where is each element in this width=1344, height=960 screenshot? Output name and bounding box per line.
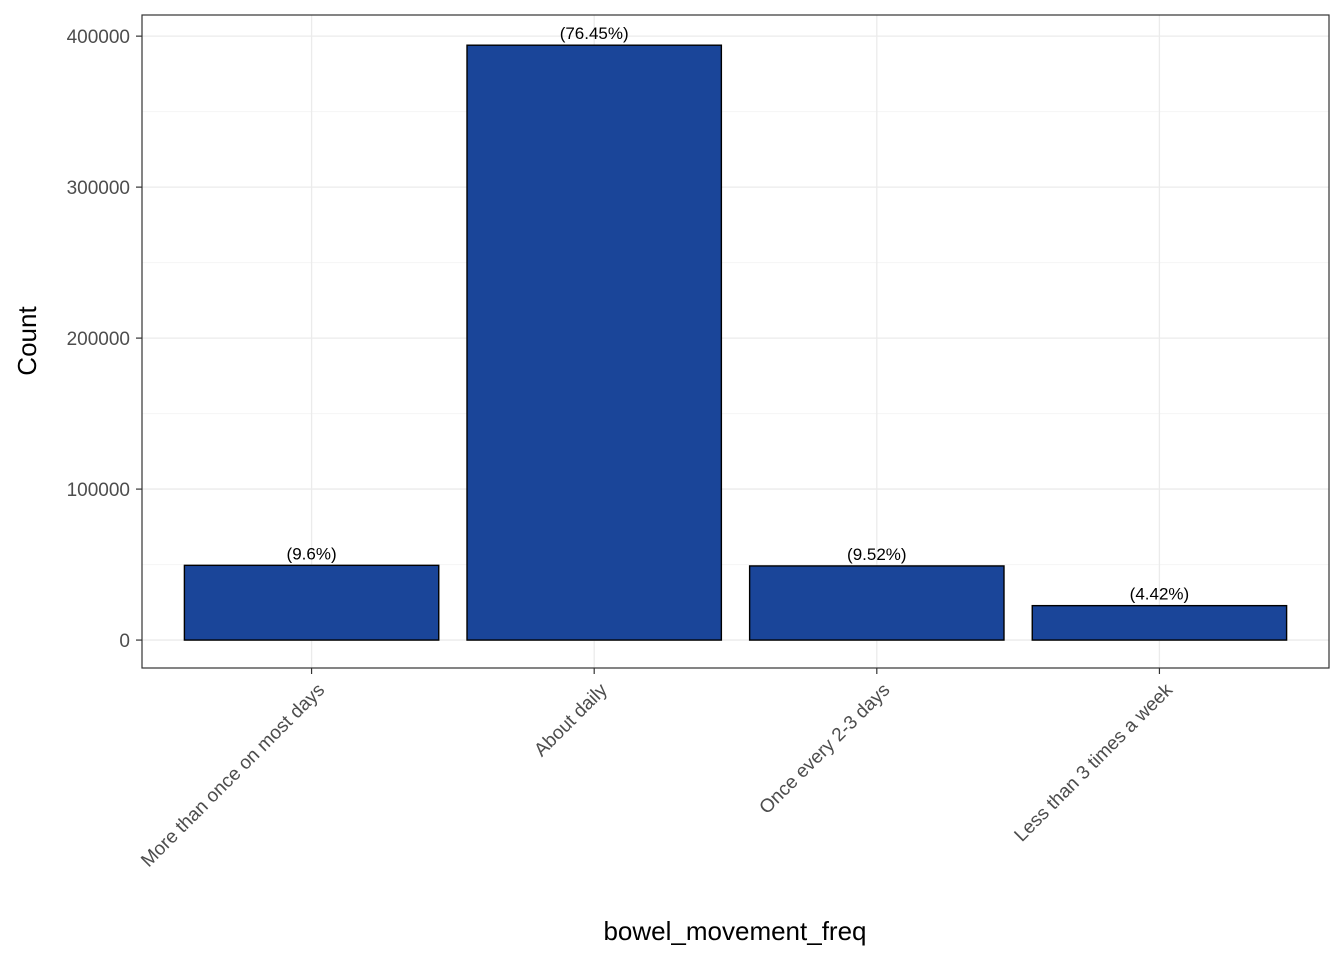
y-tick-label: 100000 [67, 480, 130, 501]
y-tick-label: 200000 [67, 329, 130, 350]
x-tick-label: About daily [530, 679, 612, 761]
bar-data-label: (4.42%) [1130, 585, 1190, 604]
bar [748, 565, 1005, 641]
y-tick-label: 0 [119, 631, 130, 652]
minor-gridlines [142, 111, 1329, 566]
x-tick-label: Once every 2-3 days [756, 680, 895, 819]
x-axis: More than once on most days About daily On… [137, 668, 1177, 872]
panel-border [141, 14, 1330, 669]
x-tick-label: More than once on most days [137, 680, 329, 872]
y-tick-label: 300000 [67, 178, 130, 199]
x-tick-label: Less than 3 times a week [1011, 679, 1178, 846]
y-tick-label: 400000 [67, 27, 130, 48]
bar [183, 564, 440, 641]
bars-group [183, 44, 1288, 641]
x-axis-title: bowel_movement_freq [603, 916, 866, 946]
y-axis-title: Count [12, 306, 42, 376]
bar-data-label: (76.45%) [560, 24, 629, 43]
y-axis: 0 100000 200000 300000 400000 [67, 27, 142, 652]
data-labels-group: (9.6%) (76.45%) (9.52%) (4.42%) [287, 24, 1190, 603]
bar-data-label: (9.6%) [287, 544, 337, 563]
bar [466, 44, 723, 641]
bar-data-label: (9.52%) [847, 545, 907, 564]
bar [1031, 604, 1288, 641]
